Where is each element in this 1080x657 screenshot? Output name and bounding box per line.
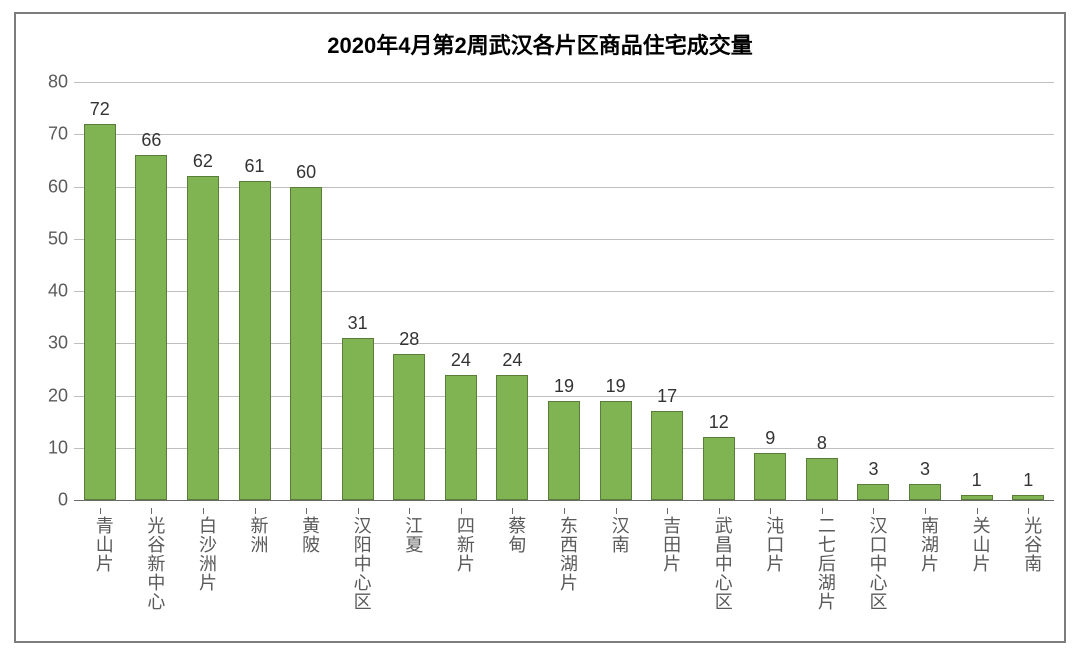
xtick-label: 青山片 xyxy=(91,516,117,573)
xtick-label: 光谷新中心 xyxy=(142,516,168,611)
xtick-label: 汉南 xyxy=(607,516,633,554)
xtick-mark xyxy=(822,508,823,514)
xtick-mark xyxy=(461,508,462,514)
bar xyxy=(600,401,632,500)
bar xyxy=(84,124,116,500)
xtick-label: 黄陂 xyxy=(297,516,323,554)
xtick-label: 白沙洲片 xyxy=(194,516,220,592)
bar xyxy=(703,437,735,500)
bar xyxy=(342,338,374,500)
ytick-label: 80 xyxy=(26,72,68,93)
xtick-mark xyxy=(255,508,256,514)
bar-value-label: 60 xyxy=(276,162,336,183)
bar xyxy=(909,484,941,500)
ytick-label: 10 xyxy=(26,437,68,458)
ytick-label: 0 xyxy=(26,490,68,511)
xtick-label: 汉阳中心区 xyxy=(349,516,375,611)
chart-title: 2020年4月第2周武汉各片区商品住宅成交量 xyxy=(16,28,1064,60)
bar xyxy=(961,495,993,500)
xtick-label: 光谷南 xyxy=(1019,516,1045,573)
bar xyxy=(806,458,838,500)
xtick-mark xyxy=(358,508,359,514)
xtick-label: 二七后湖片 xyxy=(813,516,839,611)
xtick-mark xyxy=(564,508,565,514)
bar xyxy=(651,411,683,500)
xtick-mark xyxy=(873,508,874,514)
x-axis-labels: 青山片光谷新中心白沙洲片新洲黄陂汉阳中心区江夏四新片蔡甸东西湖片汉南吉田片武昌中… xyxy=(74,508,1054,638)
xtick-mark xyxy=(100,508,101,514)
xtick-label: 蔡甸 xyxy=(503,516,529,554)
xtick-mark xyxy=(770,508,771,514)
xtick-label: 沌口片 xyxy=(761,516,787,573)
bar xyxy=(135,155,167,500)
bar-value-label: 1 xyxy=(998,470,1058,491)
xtick-mark xyxy=(925,508,926,514)
bar xyxy=(290,187,322,501)
bars-group: 72666261603128242419191712983311 xyxy=(74,82,1054,500)
xtick-label: 新洲 xyxy=(246,516,272,554)
xtick-label: 汉口中心区 xyxy=(864,516,890,611)
xtick-mark xyxy=(203,508,204,514)
bar xyxy=(548,401,580,500)
bar xyxy=(445,375,477,500)
ytick-label: 60 xyxy=(26,176,68,197)
xtick-mark xyxy=(409,508,410,514)
ytick-label: 30 xyxy=(26,333,68,354)
bar-value-label: 28 xyxy=(379,329,439,350)
plot-area: 72666261603128242419191712983311 0102030… xyxy=(74,82,1054,500)
xtick-mark xyxy=(306,508,307,514)
xtick-mark xyxy=(719,508,720,514)
bar-value-label: 72 xyxy=(70,99,130,120)
xtick-label: 武昌中心区 xyxy=(710,516,736,611)
bar xyxy=(496,375,528,500)
xtick-mark xyxy=(512,508,513,514)
bar xyxy=(187,176,219,500)
xtick-mark xyxy=(977,508,978,514)
ytick-label: 20 xyxy=(26,385,68,406)
ytick-label: 40 xyxy=(26,281,68,302)
bar-value-label: 24 xyxy=(482,350,542,371)
bar-value-label: 66 xyxy=(121,130,181,151)
xtick-label: 吉田片 xyxy=(658,516,684,573)
bar xyxy=(1012,495,1044,500)
xtick-label: 东西湖片 xyxy=(555,516,581,592)
ytick-label: 50 xyxy=(26,228,68,249)
bar xyxy=(239,181,271,500)
bar xyxy=(393,354,425,500)
xtick-mark xyxy=(616,508,617,514)
chart-container: 2020年4月第2周武汉各片区商品住宅成交量 72666261603128242… xyxy=(14,12,1066,643)
ytick-label: 70 xyxy=(26,124,68,145)
xtick-label: 江夏 xyxy=(400,516,426,554)
xtick-label: 关山片 xyxy=(968,516,994,573)
bar xyxy=(754,453,786,500)
bar-value-label: 17 xyxy=(637,386,697,407)
xtick-label: 四新片 xyxy=(452,516,478,573)
xtick-mark xyxy=(1028,508,1029,514)
gridline xyxy=(74,500,1054,501)
xtick-mark xyxy=(667,508,668,514)
xtick-label: 南湖片 xyxy=(916,516,942,573)
bar xyxy=(857,484,889,500)
xtick-mark xyxy=(151,508,152,514)
bar-value-label: 8 xyxy=(792,433,852,454)
